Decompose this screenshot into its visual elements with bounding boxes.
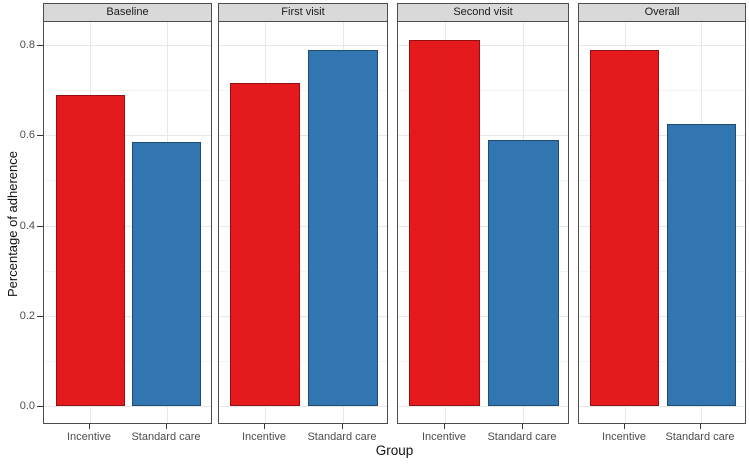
gridline-minor [398, 360, 568, 362]
gridline-minor [398, 90, 568, 92]
y-tick-mark [37, 135, 43, 137]
gridline-minor [44, 360, 211, 362]
gridline-minor [398, 270, 568, 272]
x-tick-mark [522, 424, 523, 429]
facet-plot-area [218, 22, 388, 424]
y-tick-label: 0.6 [19, 129, 35, 142]
x-tick-mark [264, 424, 265, 429]
x-tick-label: Standard care [487, 431, 557, 443]
gridline-major [579, 135, 745, 137]
gridline-major [398, 406, 568, 407]
gridline-major [579, 225, 745, 227]
gridline-major [219, 225, 387, 227]
x-tick-mark [700, 424, 701, 429]
x-tick-label: Incentive [241, 431, 287, 443]
y-tick-label: 0.2 [19, 309, 35, 322]
x-tick-mark [166, 424, 167, 429]
gridline-major [398, 225, 568, 227]
y-tick-mark [37, 225, 43, 227]
bar-incentive [590, 49, 659, 406]
x-tick-label: Incentive [601, 431, 647, 443]
gridline-minor [219, 360, 387, 362]
gridline-major [398, 315, 568, 317]
gridline-major [579, 315, 745, 317]
y-tick-mark [37, 45, 43, 46]
x-tick-mark [624, 424, 625, 429]
x-tick-label: Standard care [131, 431, 201, 443]
y-tick-label: 0.4 [19, 219, 35, 232]
facet-strip: First visit [218, 3, 388, 22]
gridline-minor [44, 180, 211, 182]
facet-strip: Overall [578, 3, 746, 22]
gridline-major [44, 406, 211, 407]
bar-incentive [409, 40, 480, 407]
y-tick-label: 0.8 [19, 39, 35, 51]
gridline-major [398, 45, 568, 46]
gridline-minor [219, 270, 387, 272]
y-tick-mark [37, 315, 43, 317]
gridline-major [219, 315, 387, 317]
facet-strip: Second visit [397, 3, 569, 22]
gridline-minor [44, 270, 211, 272]
bar-standard-care [132, 142, 201, 407]
gridline-minor [219, 180, 387, 182]
x-axis-title: Group [375, 443, 414, 458]
facet-strip: Baseline [43, 3, 212, 22]
gridline-minor [579, 360, 745, 362]
bar-standard-care [667, 123, 736, 406]
gridline-minor [44, 90, 211, 92]
gridline-minor [579, 270, 745, 272]
gridline-major [219, 45, 387, 46]
x-tick-label: Incentive [421, 431, 467, 443]
gridline-minor [579, 90, 745, 92]
gridline-major [219, 135, 387, 137]
bar-incentive [56, 94, 125, 406]
gridline-major [579, 406, 745, 407]
gridline-major [398, 135, 568, 137]
gridline-major [579, 45, 745, 46]
x-tick-mark [89, 424, 90, 429]
facet-plot-area [43, 22, 212, 424]
x-tick-label: Standard care [665, 431, 735, 443]
gridline-major [44, 135, 211, 137]
gridline-major [44, 45, 211, 46]
x-tick-mark [342, 424, 343, 429]
bar-incentive [230, 83, 300, 407]
facet-plot-area [397, 22, 569, 424]
gridline-major [44, 225, 211, 227]
facet-plot-area [578, 22, 746, 424]
gridline-minor [219, 90, 387, 92]
gridline-minor [579, 180, 745, 182]
y-tick-mark [37, 406, 43, 407]
gridline-minor [398, 180, 568, 182]
y-tick-label: 0.0 [19, 400, 35, 412]
gridline-major [44, 315, 211, 317]
x-tick-mark [444, 424, 445, 429]
bar-standard-care [308, 49, 378, 406]
x-tick-label: Incentive [66, 431, 112, 443]
bar-standard-care [488, 139, 559, 406]
x-tick-label: Standard care [307, 431, 377, 443]
gridline-major [219, 406, 387, 407]
